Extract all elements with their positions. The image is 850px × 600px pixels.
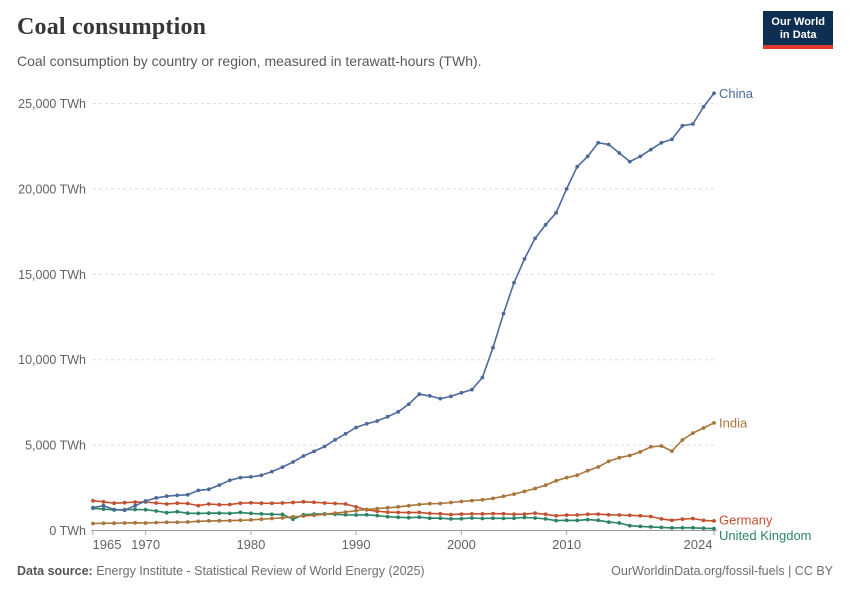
x-axis-tick-label: 1990 — [342, 537, 371, 552]
series-label-united-kingdom[interactable]: United Kingdom — [719, 528, 812, 543]
series-label-china[interactable]: China — [719, 86, 754, 101]
owid-logo: Our World in Data — [763, 11, 833, 49]
x-axis-tick-label: 1965 — [93, 537, 122, 552]
data-source-text: Energy Institute - Statistical Review of… — [92, 564, 425, 578]
y-axis-tick-label: 0 TWh — [49, 524, 86, 538]
series-china[interactable] — [91, 91, 716, 513]
x-axis-tick-label: 2000 — [447, 537, 476, 552]
owid-logo-line2: in Data — [779, 29, 817, 41]
series-label-india[interactable]: India — [719, 415, 748, 430]
chart-footer: Data source: Energy Institute - Statisti… — [0, 564, 850, 578]
x-axis-tick-label: 2024 — [684, 537, 713, 552]
page-title: Coal consumption — [17, 14, 207, 40]
line-chart[interactable]: 0 TWh 5,000 TWh 10,000 TWh 15,000 TWh 20,000… — [0, 80, 850, 558]
x-axis-tick-label: 1980 — [236, 537, 265, 552]
y-axis-tick-label: 5,000 TWh — [25, 439, 86, 453]
x-axis-tick-label: 2010 — [552, 537, 581, 552]
owid-logo-line1: Our World — [771, 16, 825, 28]
x-axis-tick-label: 1970 — [131, 537, 160, 552]
y-axis-tick-label: 10,000 TWh — [18, 353, 86, 367]
series-label-germany[interactable]: Germany — [719, 512, 773, 527]
data-source: Data source: Energy Institute - Statisti… — [17, 564, 425, 578]
y-axis-tick-label: 25,000 TWh — [18, 97, 86, 111]
series-united-kingdom[interactable] — [91, 506, 716, 531]
y-axis-tick-label: 15,000 TWh — [18, 268, 86, 282]
chart-subtitle: Coal consumption by country or region, m… — [17, 53, 482, 69]
series-india[interactable] — [91, 421, 716, 526]
y-axis-tick-label: 20,000 TWh — [18, 182, 86, 196]
series-germany[interactable] — [91, 498, 716, 523]
data-source-label: Data source: — [17, 564, 93, 578]
credit-line: OurWorldinData.org/fossil-fuels | CC BY — [611, 564, 833, 578]
